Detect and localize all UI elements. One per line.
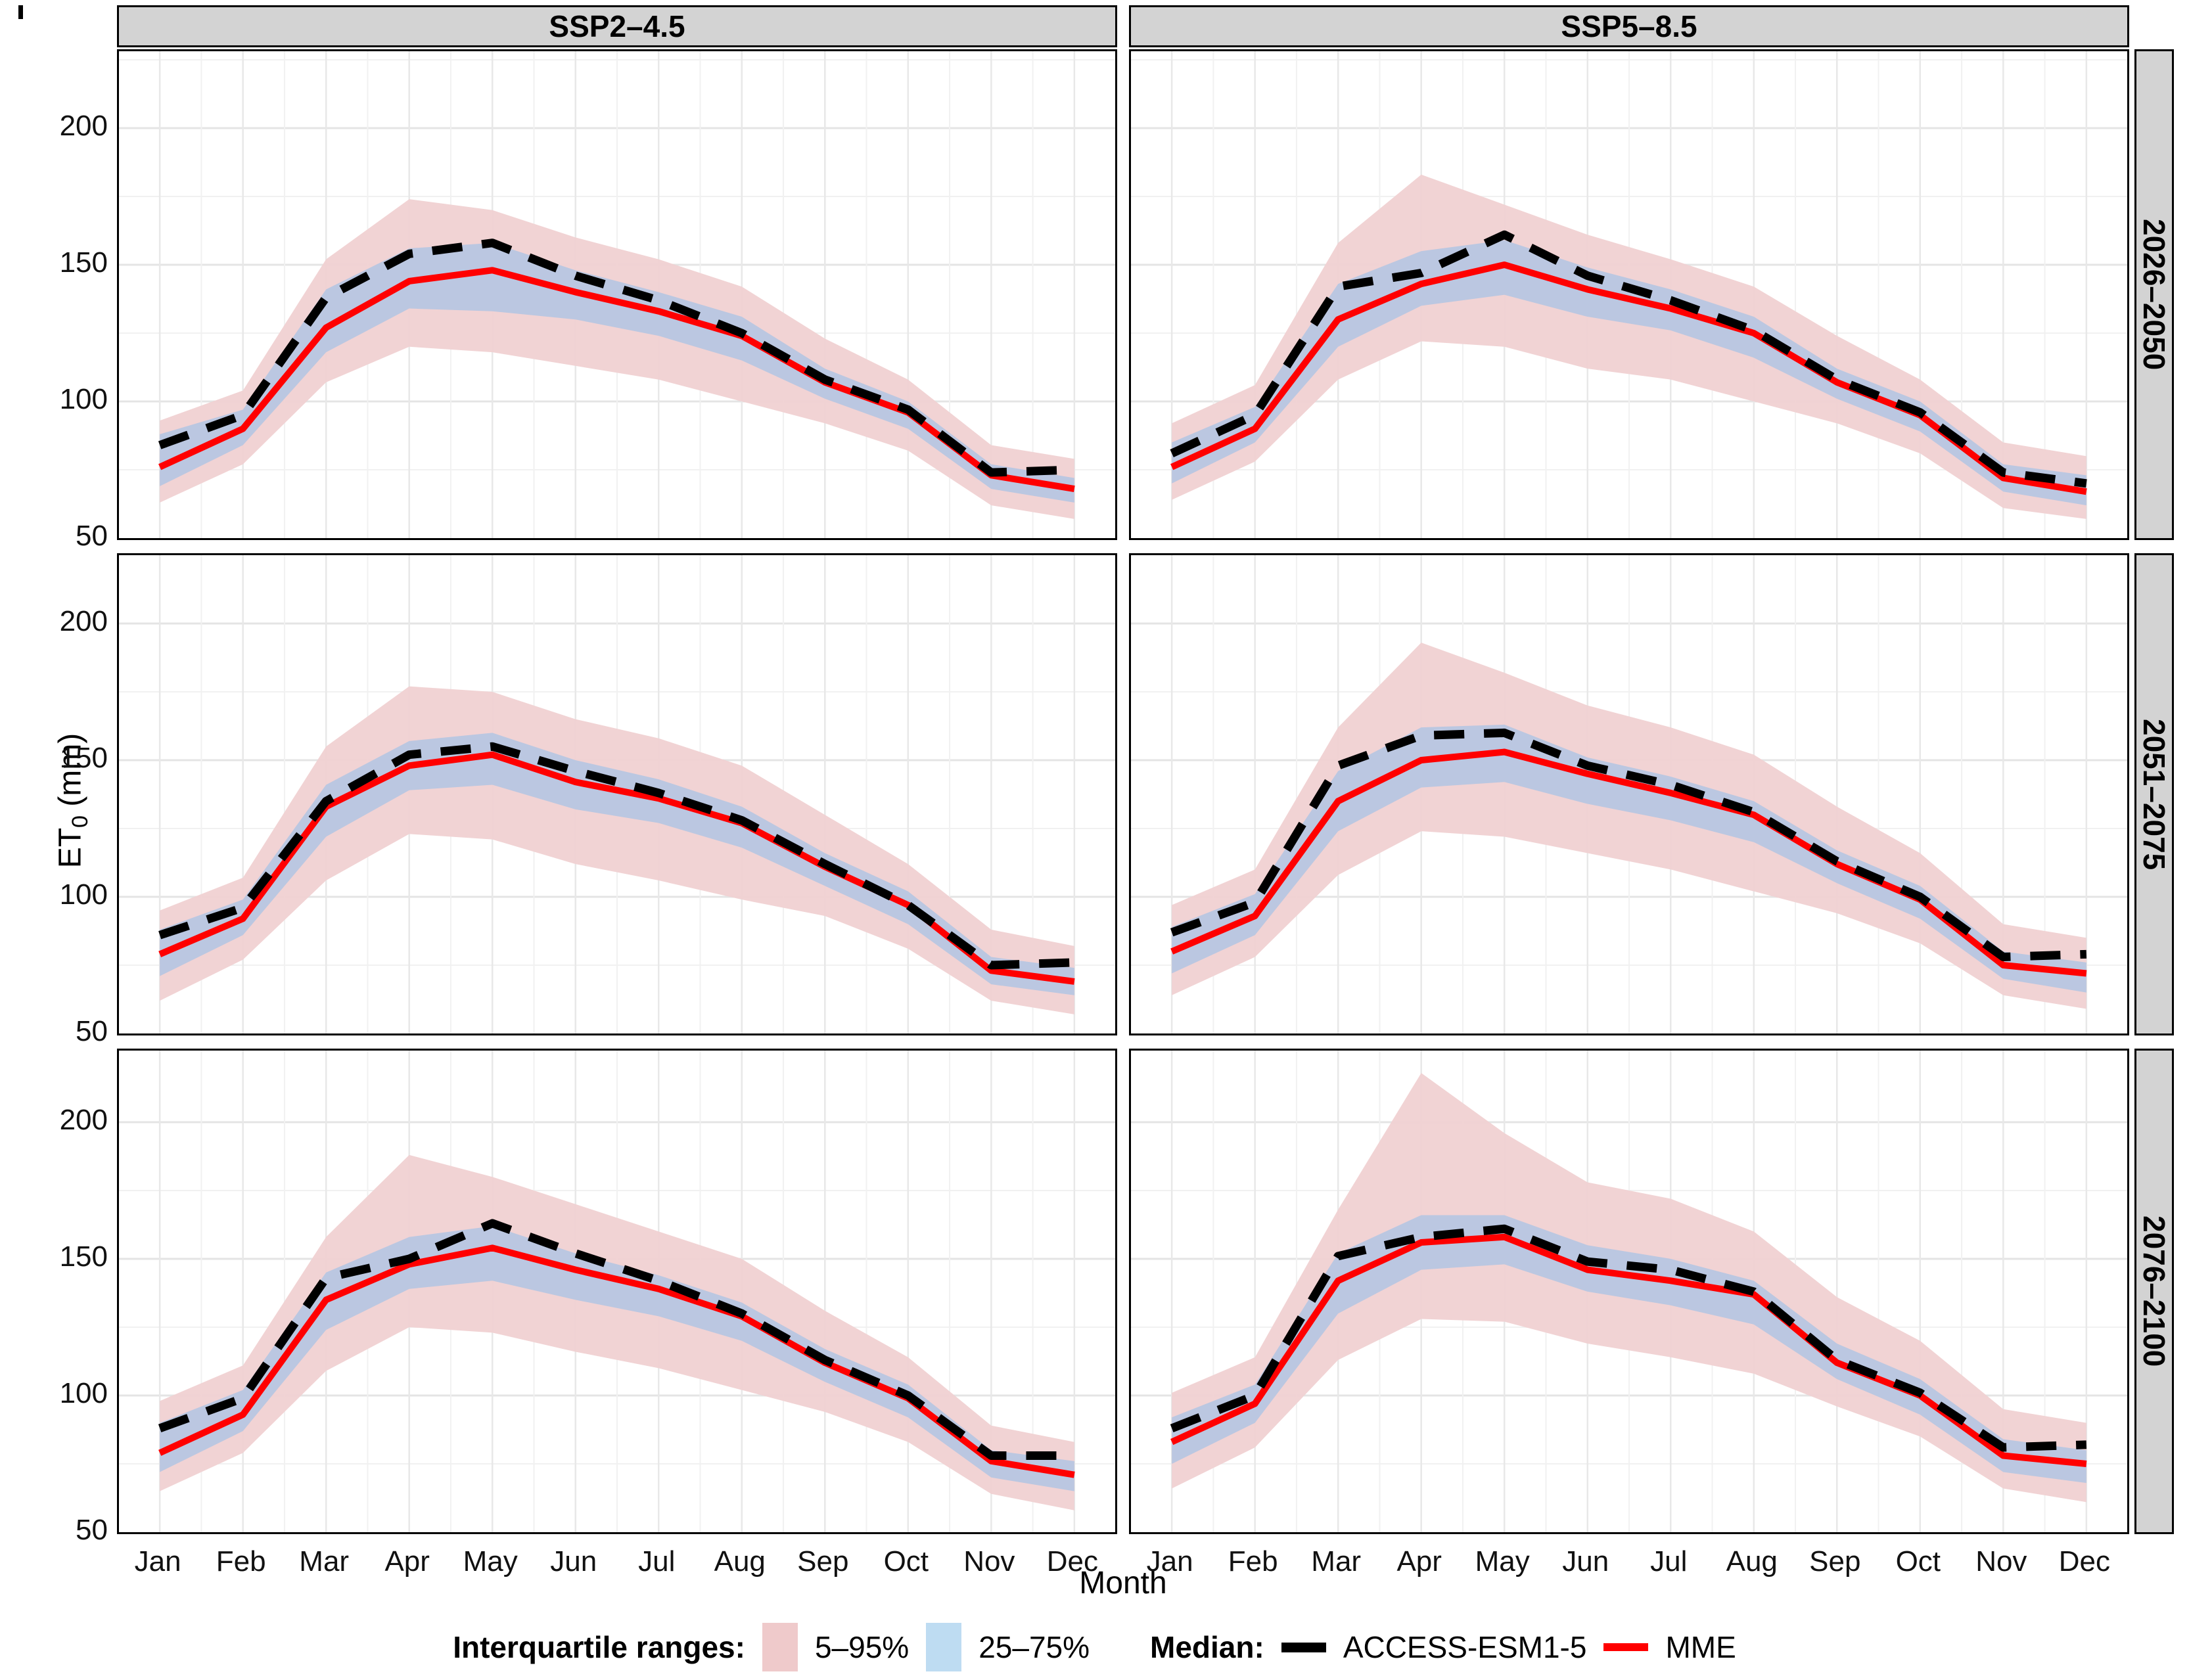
line-mme <box>1170 1233 2087 1467</box>
x-tick-label-month: Dec <box>2058 1545 2110 1578</box>
panel-plot-svg <box>1131 51 2127 538</box>
x-tick-label-month: Mar <box>1311 1545 1362 1578</box>
legend-line-mme <box>1603 1643 1649 1651</box>
x-tick-label-month: Apr <box>1396 1545 1442 1578</box>
legend-swatch-25-75 <box>926 1623 962 1671</box>
stray-tick-mark <box>18 5 23 19</box>
x-tick-label-month: Jul <box>638 1545 676 1578</box>
y-tick-label: 100 <box>59 878 108 911</box>
panel-ssp2-45-2076-2100 <box>117 1049 1117 1534</box>
x-tick-label-month: May <box>463 1545 518 1578</box>
y-tick-label: 150 <box>59 246 108 279</box>
panel-plot-svg <box>119 555 1115 1033</box>
panel-plot-svg <box>119 1051 1115 1532</box>
x-tick-label-month: Aug <box>714 1545 766 1578</box>
x-tick-label-month: Mar <box>299 1545 350 1578</box>
x-tick-label-month: Oct <box>883 1545 929 1578</box>
facet-strip-label: 2076–2100 <box>2137 1215 2171 1367</box>
x-tick-label-month: Dec <box>1046 1545 1098 1578</box>
facet-strip-label: 2026–2050 <box>2137 219 2171 371</box>
y-tick-label: 150 <box>59 742 108 774</box>
facet-strip-2076-2100: 2076–2100 <box>2134 1049 2174 1534</box>
x-tick-label-month: Jan <box>134 1545 181 1578</box>
line-access-esm1-5 <box>158 238 1075 477</box>
y-tick-label: 150 <box>59 1240 108 1273</box>
y-tick-label: 200 <box>59 605 108 637</box>
chart-legend: Interquartile ranges: 5–95% 25–75% Media… <box>0 1618 2189 1677</box>
x-tick-label-month: Aug <box>1726 1545 1778 1578</box>
line-mme <box>1170 261 2087 495</box>
legend-range2-label: 25–75% <box>979 1630 1090 1664</box>
x-tick-label-month: Jan <box>1146 1545 1193 1578</box>
y-tick-label: 50 <box>76 520 108 552</box>
panel-plot-svg <box>1131 555 2127 1033</box>
facet-strip-2026-2050: 2026–2050 <box>2134 49 2174 540</box>
x-tick-label-month: Feb <box>1228 1545 1278 1578</box>
x-axis-title: Month <box>1079 1566 1167 1601</box>
legend-ranges-label: Interquartile ranges: <box>453 1630 745 1664</box>
line-mme <box>1170 748 2087 977</box>
line-access-esm1-5 <box>158 1219 1074 1461</box>
x-tick-label-month: Nov <box>963 1545 1015 1578</box>
y-tick-label: 50 <box>76 1015 108 1047</box>
legend-swatch-5-95 <box>762 1623 798 1671</box>
facet-strip-ssp2-45: SSP2–4.5 <box>117 5 1117 47</box>
y-tick-label: 200 <box>59 110 108 142</box>
panel-plot-svg <box>119 51 1115 538</box>
line-access-esm1-5 <box>158 742 1075 970</box>
ribbon-25-75 <box>160 1226 1074 1491</box>
facet-strip-2051-2075: 2051–2075 <box>2134 553 2174 1035</box>
y-tick-label: 100 <box>59 383 108 415</box>
panel-ssp2-45-2051-2075 <box>117 553 1117 1035</box>
y-tick-label: 200 <box>59 1104 108 1136</box>
legend-line-access <box>1281 1642 1326 1652</box>
x-tick-label-month: Nov <box>1975 1545 2027 1578</box>
panel-ssp5-85-2051-2075 <box>1129 553 2129 1035</box>
x-tick-label-month: Oct <box>1895 1545 1941 1578</box>
ribbon-25-75 <box>160 242 1074 503</box>
panel-ssp5-85-2026-2050 <box>1129 49 2129 540</box>
ribbon-25-75 <box>1172 724 2086 993</box>
legend-series1-label: ACCESS-ESM1-5 <box>1343 1630 1587 1664</box>
ribbon-5-95 <box>1172 643 2086 1009</box>
legend-median-label: Median: <box>1150 1630 1264 1664</box>
y-tick-label: 100 <box>59 1377 108 1409</box>
x-tick-label-month: Sep <box>797 1545 849 1578</box>
facet-strip-ssp5-85: SSP5–8.5 <box>1129 5 2129 47</box>
x-tick-label-month: Jun <box>550 1545 597 1578</box>
ribbon-5-95 <box>160 1154 1074 1510</box>
line-mme <box>158 1244 1075 1478</box>
panel-plot-svg <box>1131 1051 2127 1532</box>
x-tick-label-month: Apr <box>384 1545 430 1578</box>
facet-strip-label: SSP2–4.5 <box>549 9 685 43</box>
x-tick-label-month: Jun <box>1562 1545 1609 1578</box>
x-tick-label-month: May <box>1475 1545 1530 1578</box>
panel-ssp5-85-2076-2100 <box>1129 1049 2129 1534</box>
facet-strip-label: 2051–2075 <box>2137 718 2171 871</box>
line-access-esm1-5 <box>1170 230 2087 488</box>
legend-series2-label: MME <box>1665 1630 1736 1664</box>
x-tick-label-month: Sep <box>1809 1545 1861 1578</box>
line-access-esm1-5 <box>1170 728 2087 962</box>
x-tick-label-month: Feb <box>216 1545 266 1578</box>
line-access-esm1-5 <box>1170 1224 2087 1452</box>
y-tick-label: 50 <box>76 1514 108 1546</box>
facet-strip-label: SSP5–8.5 <box>1561 9 1697 43</box>
x-tick-label-month: Jul <box>1650 1545 1688 1578</box>
legend-range1-label: 5–95% <box>814 1630 910 1664</box>
ribbon-25-75 <box>160 733 1074 995</box>
panel-ssp2-45-2026-2050 <box>117 49 1117 540</box>
ribbon-25-75 <box>1172 240 2086 506</box>
